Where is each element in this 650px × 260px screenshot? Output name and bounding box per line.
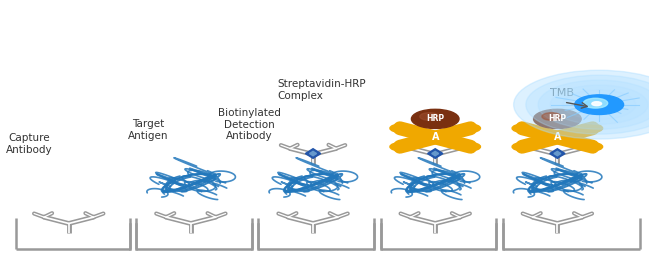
Circle shape [583, 143, 603, 151]
Polygon shape [306, 149, 320, 158]
Text: Biotinylated
Detection
Antibody: Biotinylated Detection Antibody [218, 108, 281, 141]
Text: HRP: HRP [549, 114, 566, 124]
Circle shape [583, 124, 603, 132]
Polygon shape [309, 151, 317, 156]
Text: A: A [554, 133, 561, 142]
Text: Capture
Antibody: Capture Antibody [6, 133, 52, 155]
Circle shape [411, 109, 459, 128]
Circle shape [592, 102, 602, 106]
Circle shape [461, 143, 480, 151]
Circle shape [514, 70, 650, 139]
Circle shape [538, 80, 650, 129]
Text: Streptavidin-HRP
Complex: Streptavidin-HRP Complex [278, 79, 367, 101]
Text: TMB: TMB [550, 88, 574, 98]
Circle shape [390, 143, 410, 151]
Circle shape [551, 85, 648, 124]
Circle shape [512, 143, 532, 151]
Circle shape [583, 98, 608, 108]
Polygon shape [432, 151, 439, 156]
Polygon shape [428, 149, 443, 158]
Circle shape [512, 124, 532, 132]
Circle shape [526, 75, 650, 134]
Text: HRP: HRP [426, 114, 444, 124]
Circle shape [461, 124, 480, 132]
Text: A: A [432, 133, 439, 142]
Circle shape [420, 113, 439, 120]
Polygon shape [550, 149, 565, 158]
Circle shape [575, 95, 623, 114]
Circle shape [534, 109, 581, 128]
Circle shape [542, 113, 561, 120]
Circle shape [390, 124, 410, 132]
Text: Target
Antigen: Target Antigen [127, 119, 168, 141]
Polygon shape [554, 151, 561, 156]
Circle shape [562, 90, 636, 119]
